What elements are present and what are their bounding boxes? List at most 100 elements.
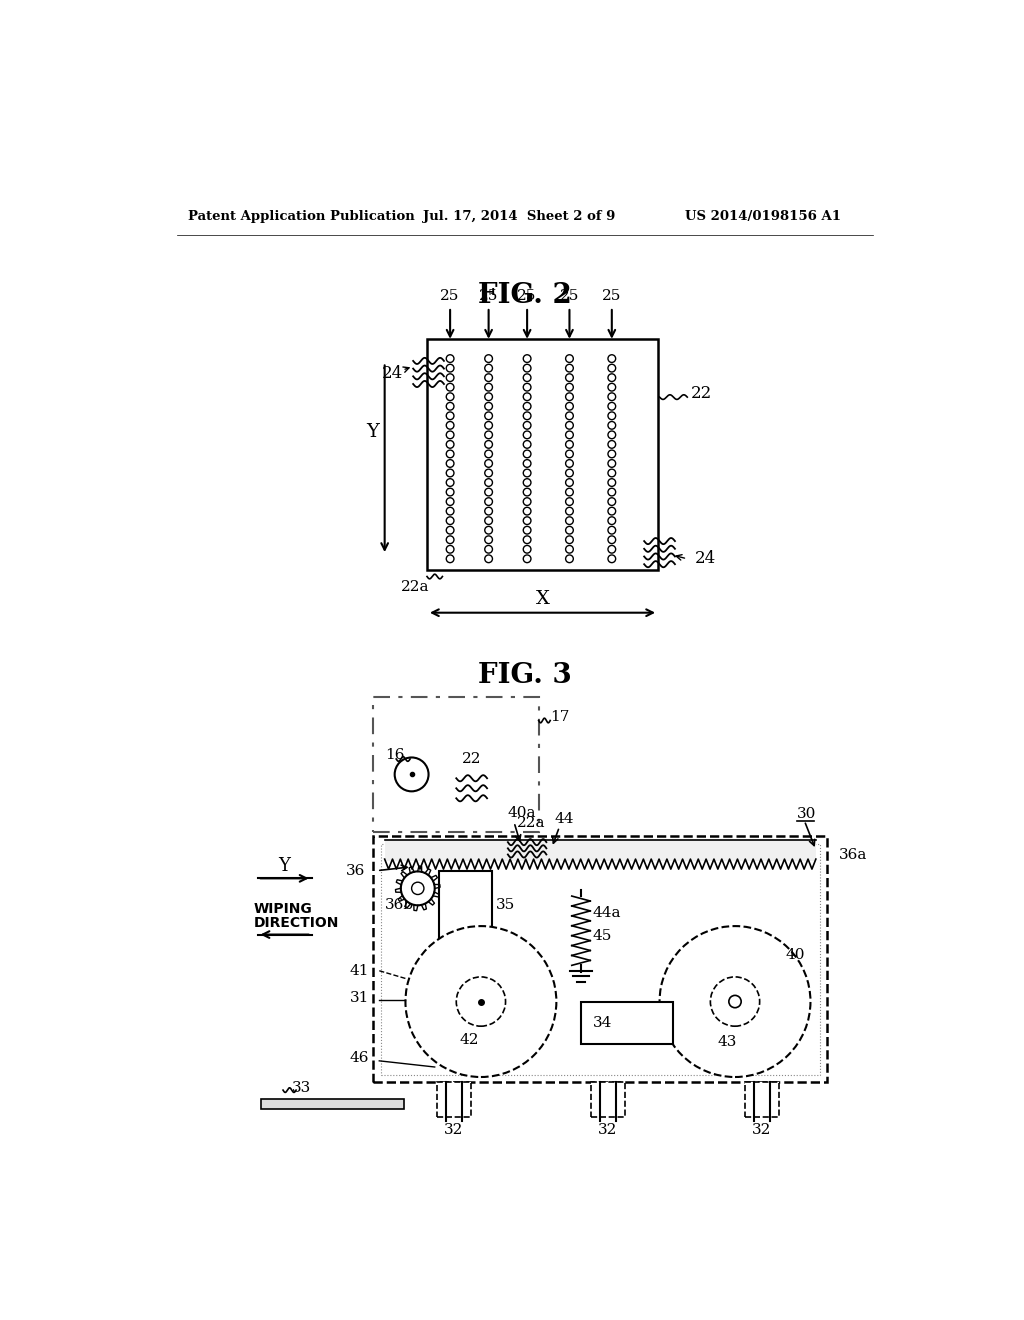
Text: 42: 42 (460, 1034, 479, 1047)
Text: 31: 31 (350, 991, 370, 1005)
Circle shape (608, 517, 615, 524)
Circle shape (484, 364, 493, 372)
Circle shape (412, 882, 424, 895)
Circle shape (484, 469, 493, 477)
Circle shape (608, 403, 615, 411)
Circle shape (484, 383, 493, 391)
Circle shape (484, 355, 493, 363)
Circle shape (608, 554, 615, 562)
Circle shape (523, 432, 531, 438)
Circle shape (484, 374, 493, 381)
Text: 36a: 36a (839, 849, 867, 862)
Circle shape (446, 364, 454, 372)
Text: 46: 46 (350, 1051, 370, 1065)
Circle shape (608, 355, 615, 363)
Circle shape (523, 383, 531, 391)
Circle shape (484, 517, 493, 524)
Circle shape (608, 459, 615, 467)
Circle shape (659, 927, 810, 1077)
Circle shape (565, 374, 573, 381)
Circle shape (608, 374, 615, 381)
Circle shape (565, 432, 573, 438)
Bar (581, 1002, 674, 1044)
Circle shape (446, 498, 454, 506)
Circle shape (565, 545, 573, 553)
Circle shape (565, 459, 573, 467)
Circle shape (446, 432, 454, 438)
Text: 40: 40 (785, 948, 805, 962)
Circle shape (565, 403, 573, 411)
Circle shape (446, 383, 454, 391)
Text: 44a: 44a (593, 906, 622, 920)
Circle shape (523, 450, 531, 458)
Circle shape (565, 421, 573, 429)
Circle shape (608, 545, 615, 553)
Text: FIG. 2: FIG. 2 (478, 282, 571, 309)
Circle shape (446, 554, 454, 562)
Circle shape (446, 479, 454, 486)
Text: 41: 41 (350, 964, 370, 978)
Circle shape (565, 355, 573, 363)
Circle shape (608, 364, 615, 372)
Bar (373, 836, 827, 1082)
Circle shape (484, 554, 493, 562)
Text: 17: 17 (550, 710, 569, 723)
Circle shape (565, 450, 573, 458)
Text: 25: 25 (479, 289, 499, 304)
Text: 43: 43 (718, 1035, 737, 1049)
Circle shape (565, 536, 573, 544)
Circle shape (446, 459, 454, 467)
Text: 35: 35 (497, 899, 515, 912)
Text: WIPING: WIPING (254, 902, 312, 916)
Text: Y: Y (367, 422, 380, 441)
Circle shape (523, 545, 531, 553)
Circle shape (523, 554, 531, 562)
Circle shape (446, 355, 454, 363)
Circle shape (484, 441, 493, 449)
Circle shape (523, 517, 531, 524)
Circle shape (608, 536, 615, 544)
Circle shape (446, 536, 454, 544)
Circle shape (565, 527, 573, 535)
Circle shape (565, 393, 573, 400)
Circle shape (484, 450, 493, 458)
Circle shape (523, 469, 531, 477)
Bar (373, 697, 539, 832)
Text: 44: 44 (554, 812, 573, 826)
Circle shape (446, 374, 454, 381)
Circle shape (729, 995, 741, 1007)
Circle shape (446, 403, 454, 411)
Circle shape (608, 421, 615, 429)
Circle shape (484, 421, 493, 429)
Circle shape (484, 488, 493, 496)
Circle shape (565, 412, 573, 420)
Circle shape (608, 450, 615, 458)
Circle shape (446, 527, 454, 535)
Text: 25: 25 (440, 289, 460, 304)
Circle shape (484, 432, 493, 438)
Circle shape (446, 517, 454, 524)
Circle shape (565, 507, 573, 515)
Circle shape (446, 450, 454, 458)
Text: Y: Y (279, 857, 291, 875)
Circle shape (608, 469, 615, 477)
Circle shape (523, 459, 531, 467)
Circle shape (484, 507, 493, 515)
Text: 24: 24 (695, 550, 716, 568)
Circle shape (446, 421, 454, 429)
Text: 16: 16 (385, 748, 404, 762)
Circle shape (523, 412, 531, 420)
Bar (427, 339, 658, 570)
Circle shape (608, 432, 615, 438)
Circle shape (523, 403, 531, 411)
Circle shape (406, 927, 556, 1077)
Circle shape (565, 479, 573, 486)
Circle shape (608, 441, 615, 449)
Circle shape (565, 554, 573, 562)
Circle shape (523, 421, 531, 429)
Text: 22: 22 (462, 752, 481, 766)
Circle shape (446, 507, 454, 515)
Text: 22: 22 (690, 384, 712, 401)
Text: 22a: 22a (401, 581, 430, 594)
Text: FIG. 3: FIG. 3 (478, 663, 571, 689)
